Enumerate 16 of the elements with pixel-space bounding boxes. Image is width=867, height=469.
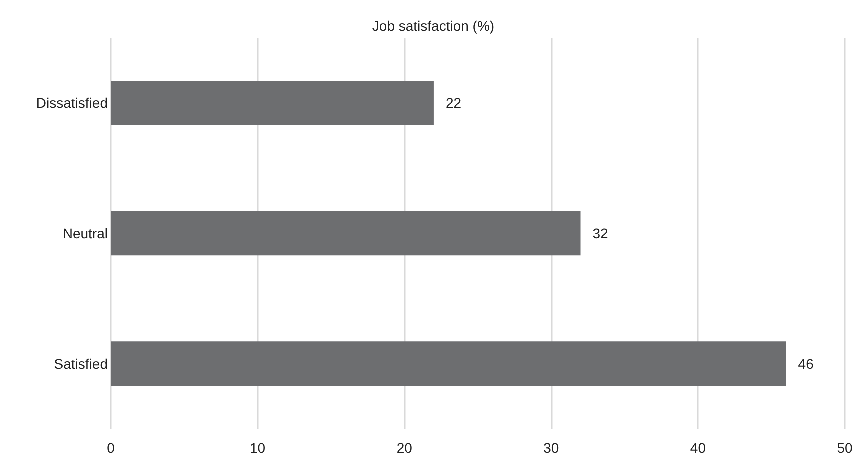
y-tick-label: Dissatisfied xyxy=(36,95,108,112)
bar xyxy=(111,342,786,386)
x-tick-label: 10 xyxy=(250,440,266,456)
data-label: 32 xyxy=(592,226,609,242)
x-tick-label: 40 xyxy=(690,440,706,456)
bar xyxy=(111,81,434,126)
data-label: 46 xyxy=(798,356,814,372)
x-tick-label: 20 xyxy=(396,440,413,456)
chart-title: Job satisfaction (%) xyxy=(372,18,495,34)
x-tick-label: 30 xyxy=(544,440,560,456)
data-label: 22 xyxy=(446,95,462,112)
x-tick-label: 0 xyxy=(107,440,116,456)
y-tick-label: Satisfied xyxy=(54,356,108,372)
bar xyxy=(111,211,581,256)
x-tick-label: 50 xyxy=(837,440,853,456)
y-tick-label: Neutral xyxy=(62,226,108,242)
